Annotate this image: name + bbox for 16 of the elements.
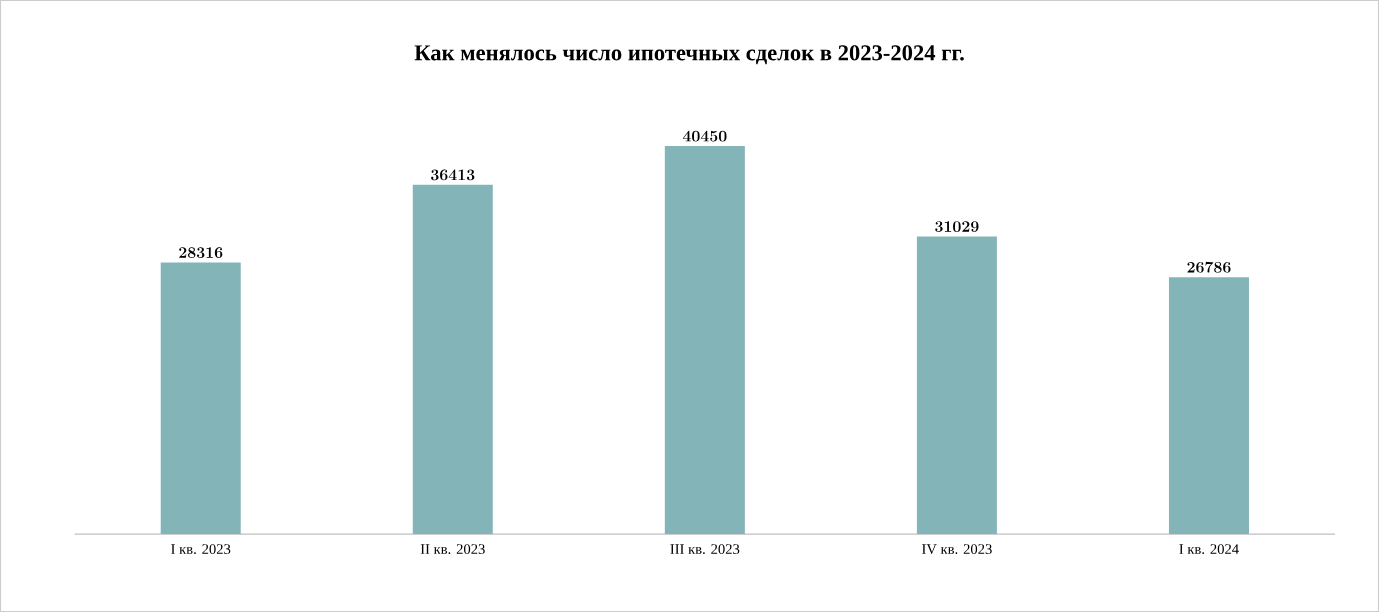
bar xyxy=(1168,277,1249,535)
x-tick-label: IV кв. 2023 xyxy=(922,544,992,555)
bar xyxy=(412,184,493,535)
data-label: 40450 xyxy=(682,130,727,142)
bar xyxy=(160,262,241,535)
data-label: 31029 xyxy=(935,221,979,232)
bar xyxy=(916,236,997,535)
chart-title: Как менялось число ипотечных сделок в 2023-2024 гг. xyxy=(414,45,964,65)
x-tick-label: I кв. 2023 xyxy=(171,544,231,555)
data-label: 36413 xyxy=(431,169,475,181)
x-tick-label: II кв. 2023 xyxy=(420,544,485,555)
data-label: 28316 xyxy=(179,247,223,258)
bar xyxy=(664,145,745,535)
data-label: 26786 xyxy=(1187,261,1231,273)
x-tick-label: I кв. 2024 xyxy=(1179,544,1239,555)
x-tick-label: III кв. 2023 xyxy=(670,544,740,555)
